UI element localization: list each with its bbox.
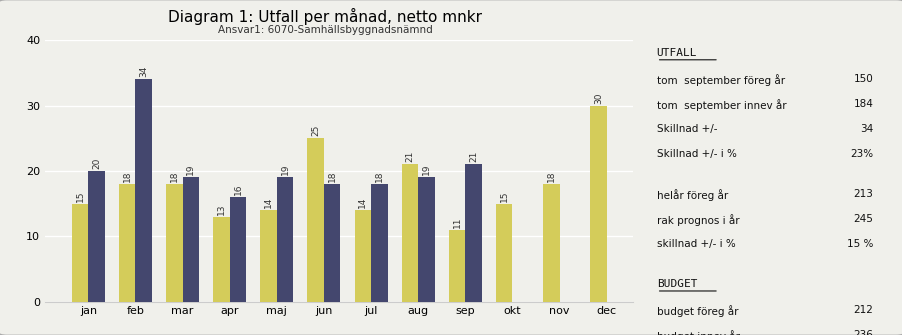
Text: 19: 19 [281,164,290,176]
Text: 18: 18 [170,171,179,182]
Bar [119,184,135,302]
Text: UTFALL: UTFALL [656,48,696,58]
Bar [465,164,482,302]
Text: 13: 13 [216,203,226,215]
Text: 21: 21 [468,151,477,162]
Text: 14: 14 [358,197,367,208]
Text: tom  september föreg år: tom september föreg år [656,74,784,86]
Bar [542,184,559,302]
Text: 34: 34 [860,124,872,134]
Text: 236: 236 [852,330,872,335]
Bar [260,210,277,302]
Text: 34: 34 [139,66,148,77]
Bar [590,106,606,302]
Text: 15: 15 [499,190,508,202]
Text: tom  september innev år: tom september innev år [656,99,786,111]
Bar [166,184,182,302]
Bar [182,178,198,302]
Bar [277,178,293,302]
Bar [229,197,246,302]
Text: Ansvar1: 6070-Samhällsbyggnadsnämnd: Ansvar1: 6070-Samhällsbyggnadsnämnd [217,25,432,35]
Text: Skillnad +/-: Skillnad +/- [656,124,716,134]
Text: 15 %: 15 % [846,239,872,249]
Text: 14: 14 [263,197,272,208]
Text: 184: 184 [852,99,872,109]
Text: Skillnad +/- i %: Skillnad +/- i % [656,149,736,158]
Text: 18: 18 [123,171,132,182]
Text: 18: 18 [547,171,555,182]
Text: 19: 19 [186,164,195,176]
Text: BUDGET: BUDGET [656,279,696,289]
Text: 30: 30 [594,92,603,104]
Bar [418,178,434,302]
Text: skillnad +/- i %: skillnad +/- i % [656,239,734,249]
Text: 19: 19 [421,164,430,176]
Bar [354,210,371,302]
Bar [324,184,340,302]
Text: 18: 18 [327,171,336,182]
Text: budget innev år: budget innev år [656,330,739,335]
Bar [88,171,105,302]
Bar [307,138,324,302]
Text: 20: 20 [92,157,101,169]
Text: 150: 150 [852,74,872,84]
Bar [401,164,418,302]
Text: 212: 212 [852,305,872,315]
Text: Diagram 1: Utfall per månad, netto mnkr: Diagram 1: Utfall per månad, netto mnkr [168,8,482,25]
Text: 16: 16 [234,184,243,195]
Bar [135,79,152,302]
Text: 213: 213 [852,189,872,199]
Text: 18: 18 [374,171,383,182]
Text: helår föreg år: helår föreg år [656,189,727,201]
Text: 25: 25 [311,125,320,136]
Text: 23%: 23% [850,149,872,158]
Text: 15: 15 [76,190,85,202]
Text: rak prognos i år: rak prognos i år [656,214,739,226]
Bar [495,203,511,302]
Text: 21: 21 [405,151,414,162]
Text: 245: 245 [852,214,872,224]
Bar [371,184,387,302]
Bar [448,230,465,302]
Bar [72,203,88,302]
Bar [213,216,229,302]
Text: 11: 11 [452,216,461,228]
Text: budget föreg år: budget föreg år [656,305,737,317]
